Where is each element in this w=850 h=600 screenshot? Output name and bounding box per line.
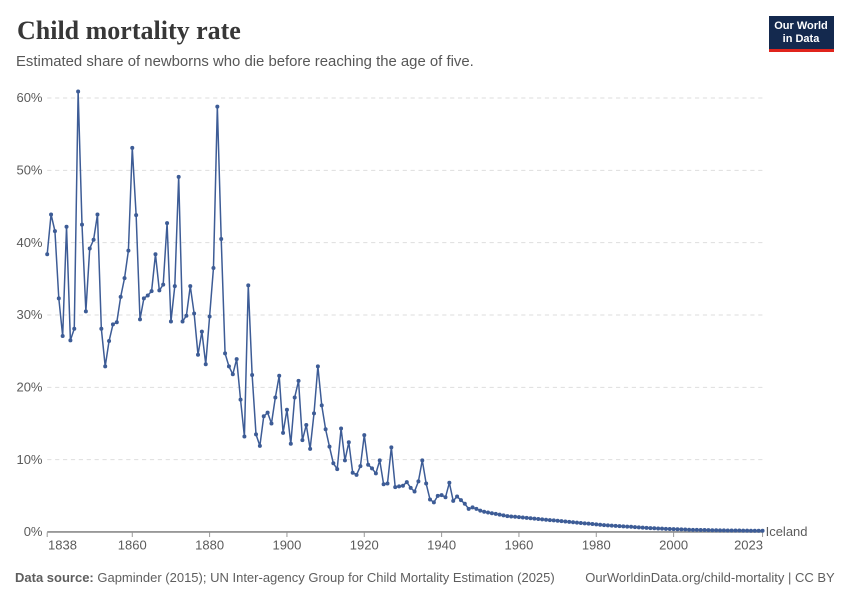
svg-text:1940: 1940 (427, 537, 456, 552)
svg-text:0%: 0% (24, 524, 43, 539)
svg-text:1838: 1838 (48, 537, 77, 552)
svg-text:1860: 1860 (118, 537, 147, 552)
svg-text:2023: 2023 (734, 537, 763, 552)
svg-text:Iceland: Iceland (766, 524, 808, 539)
svg-text:1900: 1900 (272, 537, 301, 552)
svg-text:2000: 2000 (659, 537, 688, 552)
svg-text:1960: 1960 (504, 537, 533, 552)
svg-text:60%: 60% (16, 90, 42, 105)
svg-text:40%: 40% (16, 235, 42, 250)
svg-text:10%: 10% (16, 452, 42, 467)
svg-text:50%: 50% (16, 163, 42, 178)
svg-text:1880: 1880 (195, 537, 224, 552)
svg-text:20%: 20% (16, 380, 42, 395)
svg-text:1920: 1920 (350, 537, 379, 552)
svg-text:30%: 30% (16, 307, 42, 322)
svg-text:1980: 1980 (582, 537, 611, 552)
